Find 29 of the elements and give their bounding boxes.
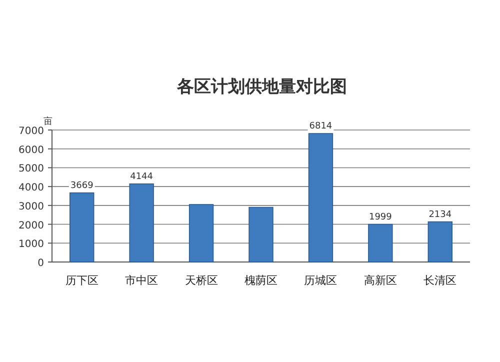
x-tick-label: 历城区 [304, 274, 338, 287]
bar [428, 221, 452, 262]
x-tick-label: 历下区 [65, 274, 98, 287]
x-tick-label: 槐荫区 [244, 274, 278, 287]
data-label: 1999 [368, 212, 392, 222]
data-label: 6814 [309, 122, 332, 132]
y-tick-label: 6000 [18, 144, 44, 156]
x-tick-label: 高新区 [364, 274, 397, 287]
y-tick-label: 4000 [18, 182, 44, 194]
data-label: 4144 [130, 172, 154, 182]
chart-title: 各区计划供地量对比图 [176, 77, 347, 97]
x-tick-label: 天桥区 [184, 274, 218, 287]
y-tick-label: 1000 [18, 239, 44, 250]
y-tick-label: 0 [38, 258, 44, 269]
y-tick-label: 3000 [18, 201, 44, 212]
y-tick-label: 5000 [18, 164, 44, 175]
bar [70, 192, 94, 262]
data-label: 3669 [70, 180, 94, 191]
y-tick-label: 2000 [18, 220, 44, 232]
x-tick-label: 长清区 [424, 274, 457, 287]
data-label: 2134 [428, 210, 452, 220]
bar [129, 183, 154, 262]
bar [308, 133, 334, 262]
y-axis-title: 亩 [44, 116, 52, 127]
bar [188, 204, 214, 262]
bar [368, 224, 393, 262]
y-tick-label: 7000 [18, 126, 44, 137]
bar [248, 206, 274, 262]
x-tick-label: 市中区 [125, 274, 158, 287]
